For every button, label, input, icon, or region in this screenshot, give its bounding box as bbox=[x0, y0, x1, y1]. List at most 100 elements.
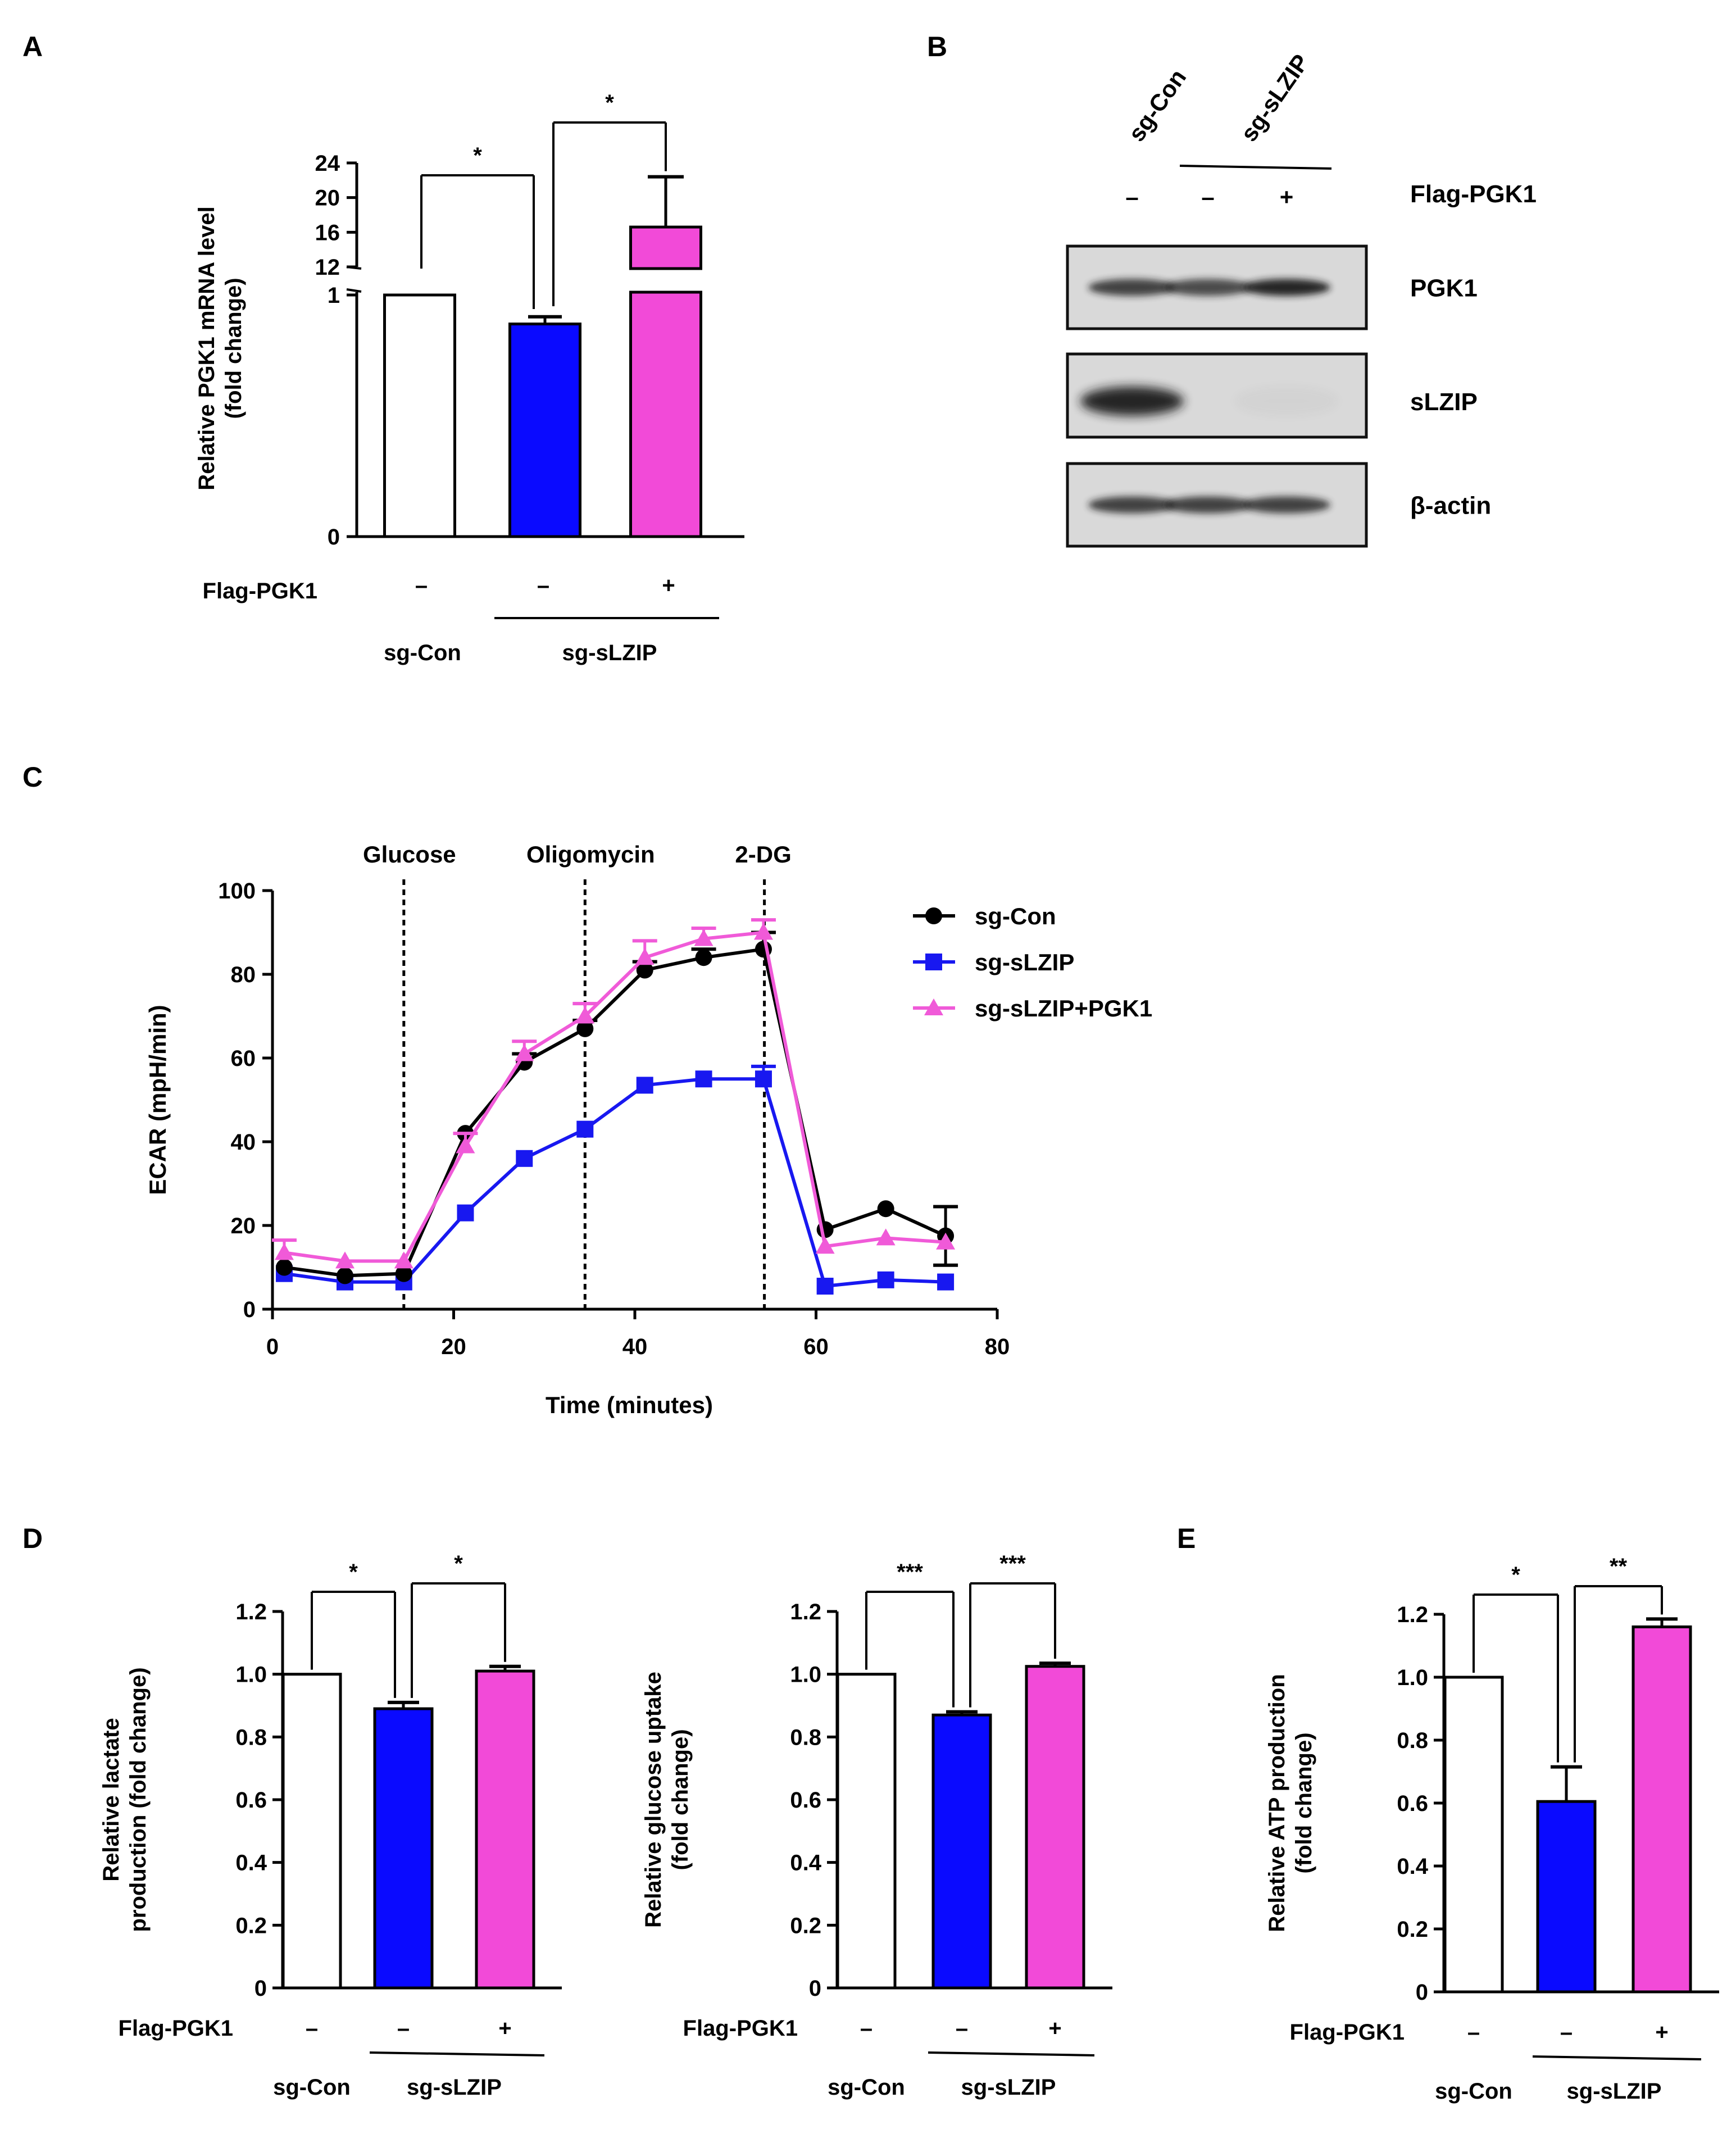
y-axis-label: ECAR (mpH/min) bbox=[144, 1005, 171, 1195]
group-label-sg-con: sg-Con bbox=[828, 2075, 905, 2100]
x-tick-label: 0 bbox=[266, 1334, 279, 1359]
y-tick-label: 0 bbox=[328, 525, 340, 550]
panel-a-bar-chart: 12 16 20 24 0 1 Relative PGK1 mRNA level (fold … bbox=[194, 90, 744, 665]
bar-sg-con bbox=[281, 1673, 342, 1990]
group-underline bbox=[1532, 2055, 1702, 2060]
y-tick-label: 0.6 bbox=[1397, 1791, 1428, 1816]
series-line-sg-con bbox=[284, 947, 947, 1278]
x-tick-label: 60 bbox=[803, 1334, 829, 1359]
data-point-sg-slzip bbox=[636, 1077, 653, 1094]
flag-pgk1-label: Flag-PGK1 bbox=[1410, 180, 1537, 208]
y-tick-label: 0.6 bbox=[235, 1788, 267, 1813]
y-axis-label-line: (fold change) bbox=[221, 278, 246, 419]
bar-sg-slzip-pgk1-lower bbox=[629, 290, 702, 538]
y-tick-label: 0.4 bbox=[235, 1851, 267, 1876]
data-point-sg-slzip bbox=[937, 1273, 955, 1291]
blot-band bbox=[1243, 279, 1330, 296]
flag-pgk1-label: Flag-PGK1 bbox=[1290, 2020, 1405, 2045]
panel-letter-d: D bbox=[22, 1523, 43, 1554]
y-tick-label: 24 bbox=[315, 151, 340, 176]
data-point-sg-slzip-pgk1 bbox=[694, 929, 714, 946]
x-tick-label: 20 bbox=[441, 1334, 466, 1359]
flag-sign: – bbox=[1201, 184, 1214, 210]
bar-sg-slzip bbox=[1536, 1800, 1597, 1994]
lane-group-underline bbox=[1179, 165, 1332, 170]
significance-label: * bbox=[473, 143, 482, 168]
significance-label: *** bbox=[999, 1551, 1026, 1576]
y-tick-label: 0 bbox=[1416, 1980, 1428, 2005]
panel-letter-a: A bbox=[22, 31, 43, 62]
y-tick-label: 0.8 bbox=[1397, 1728, 1428, 1753]
blot-band bbox=[1243, 496, 1330, 514]
blot-band bbox=[1235, 387, 1338, 416]
y-tick-label: 0 bbox=[243, 1297, 256, 1322]
flag-sign: – bbox=[397, 2016, 410, 2041]
flag-sign: – bbox=[860, 2016, 872, 2041]
flag-sign: + bbox=[1048, 2016, 1061, 2041]
y-tick-label: 1.0 bbox=[1397, 1665, 1428, 1690]
y-axis-label-line: (fold change) bbox=[1292, 1732, 1316, 1873]
group-label-sg-con: sg-Con bbox=[273, 2075, 351, 2100]
data-point-sg-slzip-pgk1 bbox=[753, 923, 773, 940]
panel-letter-c: C bbox=[22, 761, 43, 793]
data-point-sg-con bbox=[877, 1200, 894, 1218]
data-point-sg-slzip-pgk1 bbox=[335, 1251, 355, 1269]
data-point-sg-slzip bbox=[576, 1120, 594, 1138]
data-point-sg-slzip-pgk1 bbox=[815, 1237, 835, 1254]
group-label-sg-con: sg-Con bbox=[1435, 2079, 1512, 2104]
flag-sign: – bbox=[1560, 2020, 1573, 2045]
bar-sg-slzip-pgk1 bbox=[1025, 1665, 1085, 1990]
blot-band bbox=[1164, 279, 1252, 296]
flag-pgk1-label: Flag-PGK1 bbox=[203, 579, 317, 603]
x-axis-label: Time (minutes) bbox=[546, 1392, 713, 1418]
y-tick-label: 1.2 bbox=[1397, 1602, 1428, 1627]
group-label-sg-slzip: sg-sLZIP bbox=[1567, 2079, 1662, 2104]
data-point-sg-con bbox=[925, 907, 942, 924]
group-label-sg-slzip: sg-sLZIP bbox=[562, 641, 657, 665]
injection-label: 2-DG bbox=[735, 841, 791, 868]
data-point-sg-slzip bbox=[457, 1204, 474, 1222]
data-point-sg-slzip-pgk1 bbox=[394, 1251, 413, 1269]
y-tick-label: 12 bbox=[315, 255, 340, 280]
blot-band bbox=[1088, 496, 1176, 514]
flag-sign: – bbox=[537, 573, 549, 598]
data-point-sg-slzip bbox=[516, 1150, 533, 1167]
y-axis-label-line: Relative ATP production bbox=[1265, 1674, 1289, 1932]
y-tick-label: 1.0 bbox=[790, 1663, 821, 1687]
bar-sg-con bbox=[1443, 1676, 1504, 1994]
significance-label: * bbox=[454, 1551, 463, 1576]
lane-label-sg-slzip: sg-sLZIP bbox=[1235, 49, 1314, 146]
flag-sign: + bbox=[1655, 2020, 1668, 2045]
data-point-sg-con bbox=[576, 1020, 594, 1037]
data-point-sg-con bbox=[275, 1259, 293, 1276]
data-point-sg-slzip-pgk1 bbox=[924, 998, 943, 1015]
y-tick-label: 60 bbox=[231, 1046, 256, 1071]
significance-label: * bbox=[605, 90, 614, 115]
data-point-sg-slzip-pgk1 bbox=[456, 1136, 475, 1154]
significance-label: * bbox=[349, 1560, 358, 1585]
bar-sg-con bbox=[836, 1673, 897, 1990]
y-tick-label: 0.2 bbox=[1397, 1917, 1428, 1942]
y-tick-label: 0.6 bbox=[790, 1788, 821, 1813]
lane-label-sg-con: sg-Con bbox=[1123, 65, 1191, 146]
flag-pgk1-label: Flag-PGK1 bbox=[119, 2016, 233, 2041]
y-tick-label: 0.4 bbox=[1397, 1854, 1428, 1879]
group-label-sg-slzip: sg-sLZIP bbox=[407, 2075, 502, 2100]
y-axis-label: Relative ATP production (fold change) bbox=[1265, 1674, 1316, 1932]
y-axis-label: Relative glucose uptake (fold change) bbox=[641, 1672, 693, 1928]
y-tick-label: 0 bbox=[809, 1976, 821, 2001]
panel-e-atp-chart: 0 0.2 0.4 0.6 0.8 1.0 1.2 Relative ATP producti… bbox=[1265, 1554, 1719, 2104]
data-point-sg-slzip bbox=[755, 1070, 772, 1088]
data-point-sg-slzip bbox=[816, 1278, 834, 1295]
data-point-sg-slzip-pgk1 bbox=[635, 948, 655, 965]
flag-sign: + bbox=[498, 2016, 511, 2041]
panel-b-western-blot: sg-Con sg-sLZIP – – + Flag-PGK1 PGK1 sLZIP β-act… bbox=[1066, 49, 1537, 548]
injection-label: Oligomycin bbox=[526, 841, 655, 868]
y-tick-label: 40 bbox=[231, 1130, 256, 1155]
injection-label: Glucose bbox=[363, 841, 456, 868]
significance-label: * bbox=[1511, 1563, 1520, 1587]
y-tick-label: 80 bbox=[231, 963, 256, 987]
data-point-sg-slzip bbox=[925, 954, 942, 970]
y-tick-label: 0.4 bbox=[790, 1851, 821, 1876]
